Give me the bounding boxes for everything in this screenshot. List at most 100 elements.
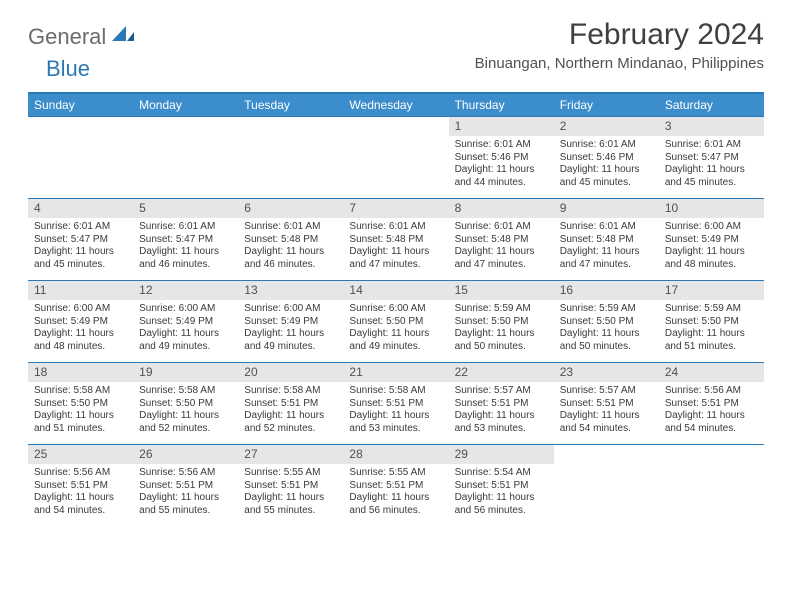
day-body: Sunrise: 6:01 AMSunset: 5:46 PMDaylight:… [554, 136, 659, 198]
day-body: Sunrise: 5:59 AMSunset: 5:50 PMDaylight:… [554, 300, 659, 362]
sunset-line: Sunset: 5:50 PM [455, 316, 548, 329]
daylight-line-2: and 49 minutes. [349, 341, 442, 354]
day-body: Sunrise: 6:00 AMSunset: 5:49 PMDaylight:… [133, 300, 238, 362]
day-number: 18 [28, 363, 133, 382]
day-number: 26 [133, 445, 238, 464]
daylight-line-1: Daylight: 11 hours [139, 328, 232, 341]
day-number: 22 [449, 363, 554, 382]
title-block: February 2024 Binuangan, Northern Mindan… [475, 18, 764, 72]
sunset-line: Sunset: 5:51 PM [244, 398, 337, 411]
day-cell: 20Sunrise: 5:58 AMSunset: 5:51 PMDayligh… [238, 363, 343, 445]
sunrise-line: Sunrise: 5:55 AM [244, 467, 337, 480]
sunset-line: Sunset: 5:50 PM [560, 316, 653, 329]
sunrise-line: Sunrise: 6:01 AM [560, 221, 653, 234]
daylight-line-1: Daylight: 11 hours [455, 410, 548, 423]
location-subtitle: Binuangan, Northern Mindanao, Philippine… [475, 55, 764, 72]
day-body: Sunrise: 6:01 AMSunset: 5:48 PMDaylight:… [343, 218, 448, 280]
sunset-line: Sunset: 5:48 PM [244, 234, 337, 247]
day-cell: 16Sunrise: 5:59 AMSunset: 5:50 PMDayligh… [554, 281, 659, 363]
day-number: 15 [449, 281, 554, 300]
day-number: 6 [238, 199, 343, 218]
daylight-line-1: Daylight: 11 hours [665, 164, 758, 177]
daylight-line-2: and 48 minutes. [34, 341, 127, 354]
sunrise-line: Sunrise: 5:58 AM [139, 385, 232, 398]
day-number: 17 [659, 281, 764, 300]
sunrise-line: Sunrise: 6:00 AM [349, 303, 442, 316]
day-cell: 9Sunrise: 6:01 AMSunset: 5:48 PMDaylight… [554, 199, 659, 281]
day-number: 14 [343, 281, 448, 300]
sunrise-line: Sunrise: 5:59 AM [560, 303, 653, 316]
daylight-line-1: Daylight: 11 hours [244, 410, 337, 423]
day-cell: 19Sunrise: 5:58 AMSunset: 5:50 PMDayligh… [133, 363, 238, 445]
day-number [28, 117, 133, 136]
day-body: Sunrise: 6:01 AMSunset: 5:47 PMDaylight:… [133, 218, 238, 280]
sunrise-line: Sunrise: 5:57 AM [560, 385, 653, 398]
day-body: Sunrise: 5:55 AMSunset: 5:51 PMDaylight:… [238, 464, 343, 526]
sunset-line: Sunset: 5:49 PM [139, 316, 232, 329]
sunset-line: Sunset: 5:49 PM [244, 316, 337, 329]
day-body [343, 136, 448, 198]
daylight-line-1: Daylight: 11 hours [349, 246, 442, 259]
day-number: 2 [554, 117, 659, 136]
day-cell: 12Sunrise: 6:00 AMSunset: 5:49 PMDayligh… [133, 281, 238, 363]
daylight-line-1: Daylight: 11 hours [560, 164, 653, 177]
daylight-line-2: and 55 minutes. [244, 505, 337, 518]
day-number: 16 [554, 281, 659, 300]
sunrise-line: Sunrise: 5:56 AM [139, 467, 232, 480]
sunrise-line: Sunrise: 6:01 AM [139, 221, 232, 234]
day-cell: 1Sunrise: 6:01 AMSunset: 5:46 PMDaylight… [449, 117, 554, 199]
day-number: 27 [238, 445, 343, 464]
week-row: 4Sunrise: 6:01 AMSunset: 5:47 PMDaylight… [28, 199, 764, 281]
day-body: Sunrise: 6:00 AMSunset: 5:49 PMDaylight:… [238, 300, 343, 362]
sunset-line: Sunset: 5:51 PM [139, 480, 232, 493]
daylight-line-1: Daylight: 11 hours [349, 492, 442, 505]
daylight-line-1: Daylight: 11 hours [349, 410, 442, 423]
daylight-line-2: and 54 minutes. [560, 423, 653, 436]
sunrise-line: Sunrise: 6:01 AM [455, 139, 548, 152]
day-number: 13 [238, 281, 343, 300]
day-body: Sunrise: 6:01 AMSunset: 5:48 PMDaylight:… [449, 218, 554, 280]
day-number: 7 [343, 199, 448, 218]
day-number: 9 [554, 199, 659, 218]
dayhead-thu: Thursday [449, 93, 554, 117]
day-cell: 22Sunrise: 5:57 AMSunset: 5:51 PMDayligh… [449, 363, 554, 445]
day-cell: 29Sunrise: 5:54 AMSunset: 5:51 PMDayligh… [449, 445, 554, 527]
daylight-line-1: Daylight: 11 hours [139, 246, 232, 259]
day-number [554, 445, 659, 464]
sunrise-line: Sunrise: 6:00 AM [34, 303, 127, 316]
day-cell: 14Sunrise: 6:00 AMSunset: 5:50 PMDayligh… [343, 281, 448, 363]
day-cell: 11Sunrise: 6:00 AMSunset: 5:49 PMDayligh… [28, 281, 133, 363]
dayhead-sun: Sunday [28, 93, 133, 117]
sunrise-line: Sunrise: 6:00 AM [139, 303, 232, 316]
day-number: 24 [659, 363, 764, 382]
day-body: Sunrise: 5:58 AMSunset: 5:50 PMDaylight:… [133, 382, 238, 444]
daylight-line-2: and 49 minutes. [244, 341, 337, 354]
day-body: Sunrise: 5:58 AMSunset: 5:50 PMDaylight:… [28, 382, 133, 444]
sunrise-line: Sunrise: 6:00 AM [665, 221, 758, 234]
calendar-page: General February 2024 Binuangan, Norther… [0, 0, 792, 544]
dayhead-wed: Wednesday [343, 93, 448, 117]
sunset-line: Sunset: 5:48 PM [560, 234, 653, 247]
day-cell: 8Sunrise: 6:01 AMSunset: 5:48 PMDaylight… [449, 199, 554, 281]
day-body: Sunrise: 5:56 AMSunset: 5:51 PMDaylight:… [28, 464, 133, 526]
day-number: 28 [343, 445, 448, 464]
daylight-line-1: Daylight: 11 hours [34, 328, 127, 341]
daylight-line-2: and 49 minutes. [139, 341, 232, 354]
daylight-line-2: and 53 minutes. [455, 423, 548, 436]
sunrise-line: Sunrise: 6:01 AM [455, 221, 548, 234]
day-cell: 17Sunrise: 5:59 AMSunset: 5:50 PMDayligh… [659, 281, 764, 363]
daylight-line-2: and 52 minutes. [244, 423, 337, 436]
day-body [238, 136, 343, 198]
day-body: Sunrise: 5:59 AMSunset: 5:50 PMDaylight:… [659, 300, 764, 362]
day-body: Sunrise: 5:56 AMSunset: 5:51 PMDaylight:… [659, 382, 764, 444]
sunset-line: Sunset: 5:50 PM [139, 398, 232, 411]
day-cell [659, 445, 764, 527]
daylight-line-1: Daylight: 11 hours [455, 492, 548, 505]
daylight-line-2: and 48 minutes. [665, 259, 758, 272]
day-number [238, 117, 343, 136]
sunrise-line: Sunrise: 5:57 AM [455, 385, 548, 398]
week-row: 11Sunrise: 6:00 AMSunset: 5:49 PMDayligh… [28, 281, 764, 363]
sunrise-line: Sunrise: 5:58 AM [34, 385, 127, 398]
day-cell: 6Sunrise: 6:01 AMSunset: 5:48 PMDaylight… [238, 199, 343, 281]
day-cell: 13Sunrise: 6:00 AMSunset: 5:49 PMDayligh… [238, 281, 343, 363]
